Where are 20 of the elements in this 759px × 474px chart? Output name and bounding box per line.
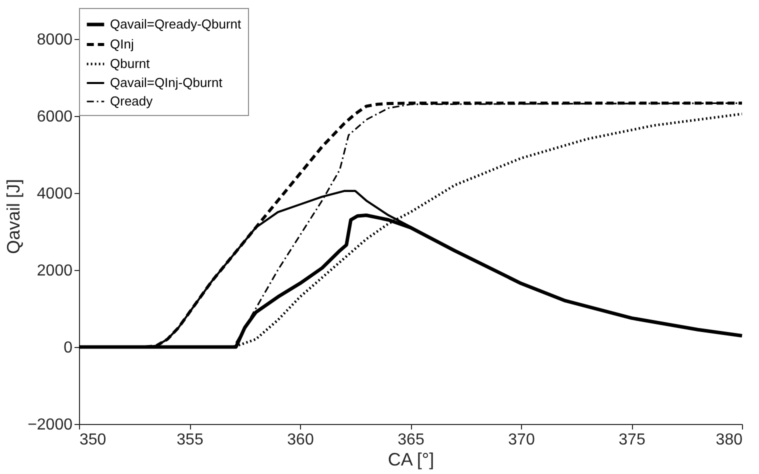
y-tick-label: −2000 [28,416,73,434]
legend-label: Qavail=Qready-Qburnt [110,16,242,32]
legend-label: Qavail=QInj-Qburnt [110,75,223,90]
y-tick-label: 0 [64,339,73,356]
x-axis-title: CA [°] [388,450,434,470]
legend-label: Qready [110,94,154,108]
y-tick-label: 2000 [36,262,73,280]
y-tick-label: 4000 [36,185,73,202]
x-tick-label: 380 [716,432,743,448]
legend-label: QInj [110,36,134,52]
x-tick-label: 370 [508,432,535,448]
y-tick-label: 6000 [36,108,73,126]
x-tick-label: 355 [176,432,204,448]
x-tick-label: 360 [287,432,314,448]
x-tick-label: 350 [80,432,106,448]
y-axis-title: Qavail [J] [4,178,24,254]
x-tick-label: 365 [398,432,424,448]
legend-label: Qburnt [110,56,150,71]
x-tick-label: 375 [618,432,646,448]
y-tick-label: 8000 [36,31,73,48]
